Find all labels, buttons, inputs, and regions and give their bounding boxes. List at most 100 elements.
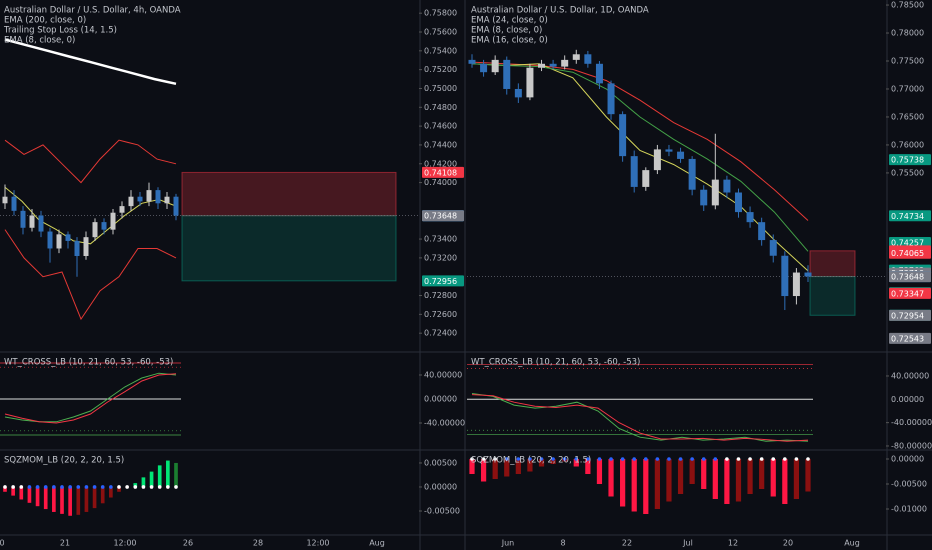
sqz-bar <box>770 459 776 497</box>
time-label: Jul <box>682 539 693 548</box>
sqz-bar <box>631 459 637 512</box>
sqz-tick-label: 0.00000 <box>891 455 924 464</box>
price-tag-label: 0.75738 <box>891 156 924 165</box>
sqz-bar <box>166 460 170 487</box>
sqz-bar <box>515 459 521 474</box>
time-label: 22 <box>622 539 632 548</box>
price-tick-label: 0.74400 <box>424 140 457 149</box>
sqz-bar <box>677 459 684 494</box>
sqz-tick-label: -0.00500 <box>891 480 927 489</box>
candle-body <box>792 272 800 297</box>
time-label: Jun <box>501 539 515 548</box>
candle-body <box>769 240 777 256</box>
squeeze-dot <box>60 485 64 489</box>
sqz-bar <box>538 459 545 467</box>
wt-tick-label: -40.00000 <box>424 418 465 427</box>
candle-body <box>146 190 152 202</box>
wt-tick-label: -40.00000 <box>891 418 932 427</box>
squeeze-dot <box>481 457 486 461</box>
sqz-tick-label: -0.00500 <box>424 506 460 515</box>
stop-zone <box>181 171 397 217</box>
squeeze-dot <box>632 457 637 461</box>
sqz-bar <box>701 459 707 489</box>
price-tag-label: 0.74065 <box>891 249 924 258</box>
sqz-bar <box>76 486 81 515</box>
sqz-bar <box>52 486 56 512</box>
sqz-bar <box>608 459 614 497</box>
price-tag <box>422 166 464 178</box>
candle-body <box>630 156 638 187</box>
price-tag-label: 0.74257 <box>891 238 924 247</box>
price-tag-label: 0.74734 <box>891 212 924 221</box>
price-tag-label: 0.73648 <box>424 212 457 221</box>
sqz-bar <box>643 459 649 514</box>
sqz-bar <box>84 486 89 512</box>
squeeze-dot <box>92 485 97 489</box>
candle-body <box>155 190 161 204</box>
sqz-bar <box>157 465 162 487</box>
candle-body <box>119 206 125 213</box>
squeeze-dot <box>528 457 532 461</box>
sqz-bar <box>469 459 475 474</box>
squeeze-dot <box>166 485 170 489</box>
price-tick-label: 0.76000 <box>891 140 924 149</box>
wt-tick-label: 40.00000 <box>891 371 929 380</box>
sqz-bar <box>689 459 695 484</box>
squeeze-dot <box>586 457 590 461</box>
squeeze-dot <box>736 457 741 461</box>
candle-body <box>56 234 62 249</box>
price-tick-label: 0.73200 <box>424 253 457 262</box>
price-tag <box>889 271 931 283</box>
price-tick-label: 0.74600 <box>424 122 457 131</box>
sqz-bar <box>793 459 800 499</box>
sqz-bar <box>782 459 788 504</box>
legend-entry: EMA (8, close, 0) <box>4 36 75 46</box>
legend-entry: Trailing Stop Loss (14, 1.5) <box>3 26 117 36</box>
sqz-bar <box>3 486 7 492</box>
squeeze-dot <box>539 457 544 461</box>
indicator-line <box>4 139 177 184</box>
squeeze-dot <box>806 457 810 461</box>
candle-body <box>92 222 98 238</box>
candle-body <box>2 196 8 204</box>
price-tick-label: 0.75600 <box>424 28 457 37</box>
price-tag <box>422 210 464 222</box>
sqz-bar <box>724 459 730 504</box>
price-tick-label: 0.78000 <box>891 29 924 38</box>
price-tick-label: 0.75500 <box>891 168 924 177</box>
time-label: 8 <box>560 539 565 548</box>
squeeze-dot <box>109 485 113 489</box>
candle-body <box>584 54 592 64</box>
candle-body <box>746 212 754 223</box>
sqz-bar <box>620 459 626 507</box>
candle-body <box>711 179 719 206</box>
sqz-bar <box>35 486 40 507</box>
price-tag-label: 0.73648 <box>891 273 924 282</box>
squeeze-dot <box>690 457 694 461</box>
squeeze-dot <box>117 485 121 489</box>
squeeze-dot <box>76 485 81 489</box>
legend-entry: EMA (200, close, 0) <box>4 16 86 26</box>
squeeze-dot <box>748 457 752 461</box>
candle-body <box>700 189 708 206</box>
price-tag <box>889 287 931 299</box>
price-tag-label: 0.72954 <box>891 311 924 320</box>
squeeze-dot <box>783 457 787 461</box>
price-tick-label: 0.75800 <box>424 9 457 18</box>
candle-body <box>11 196 17 211</box>
sqz-bar <box>117 486 121 492</box>
squeeze-dot <box>52 485 56 489</box>
squeeze-dot <box>125 485 129 489</box>
chart-title: Australian Dollar / U.S. Dollar, 1D, OAN… <box>471 6 649 16</box>
indicator-line <box>471 63 809 252</box>
legend-entry: EMA (24, close, 0) <box>471 16 548 26</box>
sqz-tick-label: 0.00500 <box>424 458 457 467</box>
squeeze-dot <box>3 485 7 489</box>
candle-body <box>677 151 685 159</box>
squeeze-dot <box>678 457 683 461</box>
price-tick-label: 0.74000 <box>424 178 457 187</box>
price-tick-label: 0.74800 <box>424 103 457 112</box>
price-tick-label: 0.74200 <box>424 159 457 168</box>
